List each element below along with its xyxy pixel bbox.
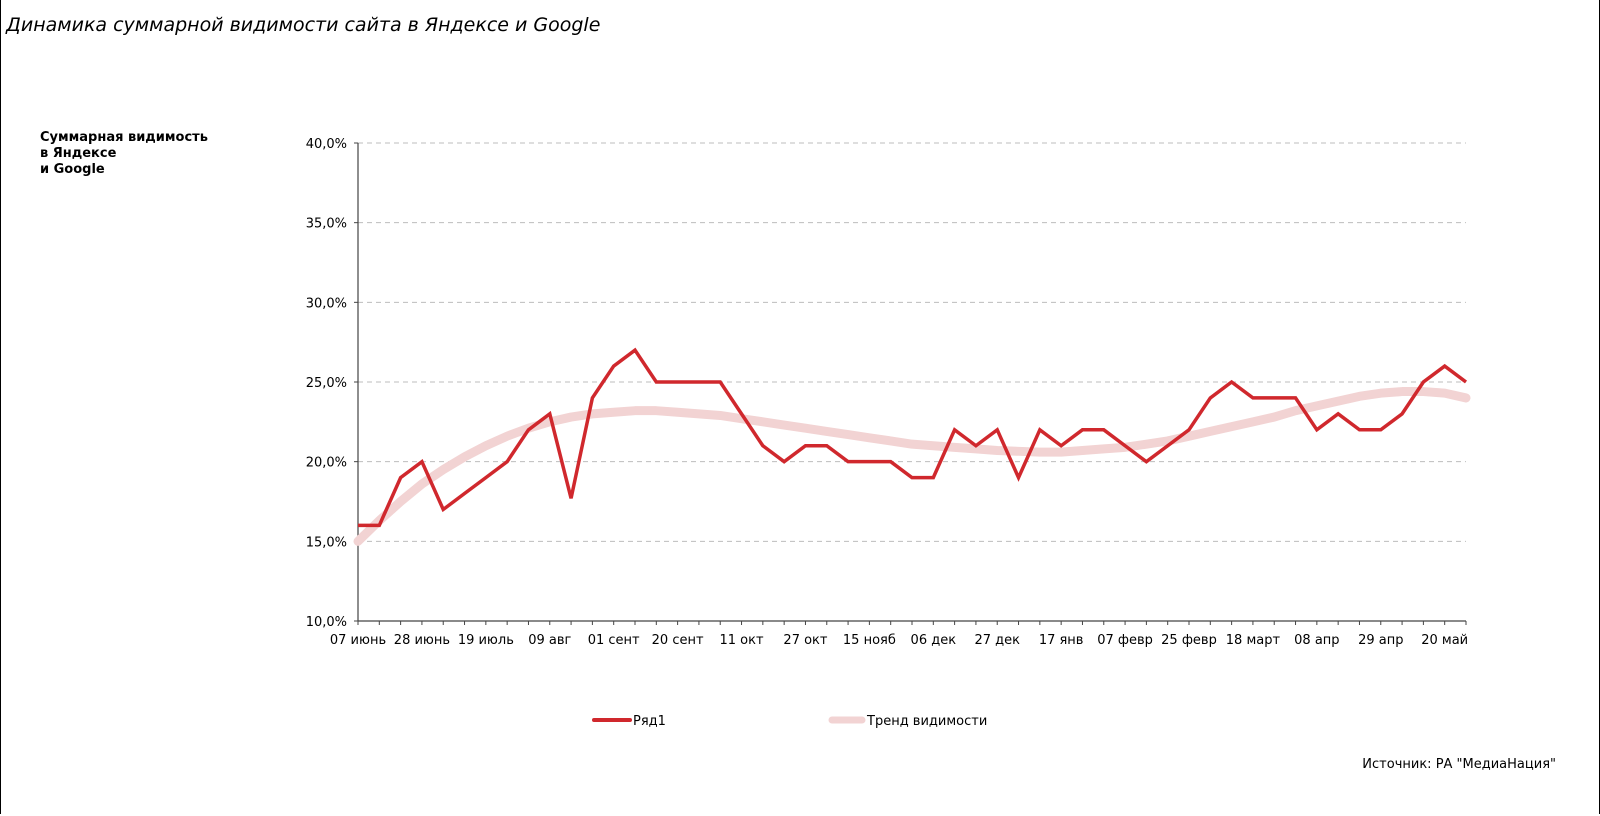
y-tick-label: 20,0% (306, 456, 347, 471)
y-tick-label: 10,0% (306, 615, 347, 630)
legend-label-trend: Тренд видимости (866, 714, 987, 729)
x-tick-label: 07 февр (1097, 633, 1153, 648)
x-tick-label: 06 дек (911, 633, 957, 648)
x-tick-label: 20 сент (652, 633, 704, 648)
x-axis-ticks: 07 июнь 28 июнь 19 июль 09 авг 01 сент 20 сен… (330, 621, 1468, 648)
y-tick-label: 40,0% (306, 137, 347, 152)
x-tick-label: 27 дек (974, 633, 1020, 648)
series-line-trend (353, 387, 1471, 546)
y-axis-ticks: 10,0% 15,0% 20,0% 25,0% 30,0% 35,0% 40,0% (306, 137, 358, 630)
y-tick-label: 15,0% (306, 535, 347, 550)
x-tick-label: 11 окт (720, 633, 764, 648)
x-tick-label: 17 янв (1039, 633, 1084, 648)
source-note: Источник: РА "МедиаНация" (1362, 757, 1556, 772)
y-tick-label: 30,0% (306, 296, 347, 311)
x-tick-label: 07 июнь (330, 633, 386, 648)
chart-title: Динамика суммарной видимости сайта в Янд… (6, 14, 601, 36)
x-tick-label: 08 апр (1294, 633, 1339, 648)
x-tick-label: 29 апр (1358, 633, 1403, 648)
legend-label-ryad1: Ряд1 (633, 714, 666, 729)
x-tick-label: 15 нояб (843, 633, 896, 648)
x-tick-label: 18 март (1226, 633, 1281, 648)
x-tick-label: 09 авг (528, 633, 571, 648)
x-tick-label: 27 окт (783, 633, 827, 648)
x-tick-label: 19 июль (458, 633, 514, 648)
y-axis-title-line-1: Суммарная видимость (40, 130, 208, 145)
y-axis-title-line-3: и Google (40, 162, 105, 177)
x-tick-label: 25 февр (1161, 633, 1217, 648)
y-axis-title: Суммарная видимость в Яндексе и Google (40, 130, 260, 178)
y-tick-label: 25,0% (306, 376, 347, 391)
series-line-ryad1 (358, 347, 1468, 528)
y-tick-label: 35,0% (306, 217, 347, 232)
legend: Ряд1 Тренд видимости (592, 714, 987, 729)
series-group (353, 347, 1471, 546)
y-axis-title-line-2: в Яндексе (40, 146, 117, 161)
x-tick-label: 01 сент (588, 633, 640, 648)
grid-lines (358, 142, 1466, 542)
x-tick-label: 28 июнь (394, 633, 450, 648)
x-tick-label: 20 май (1421, 633, 1468, 648)
